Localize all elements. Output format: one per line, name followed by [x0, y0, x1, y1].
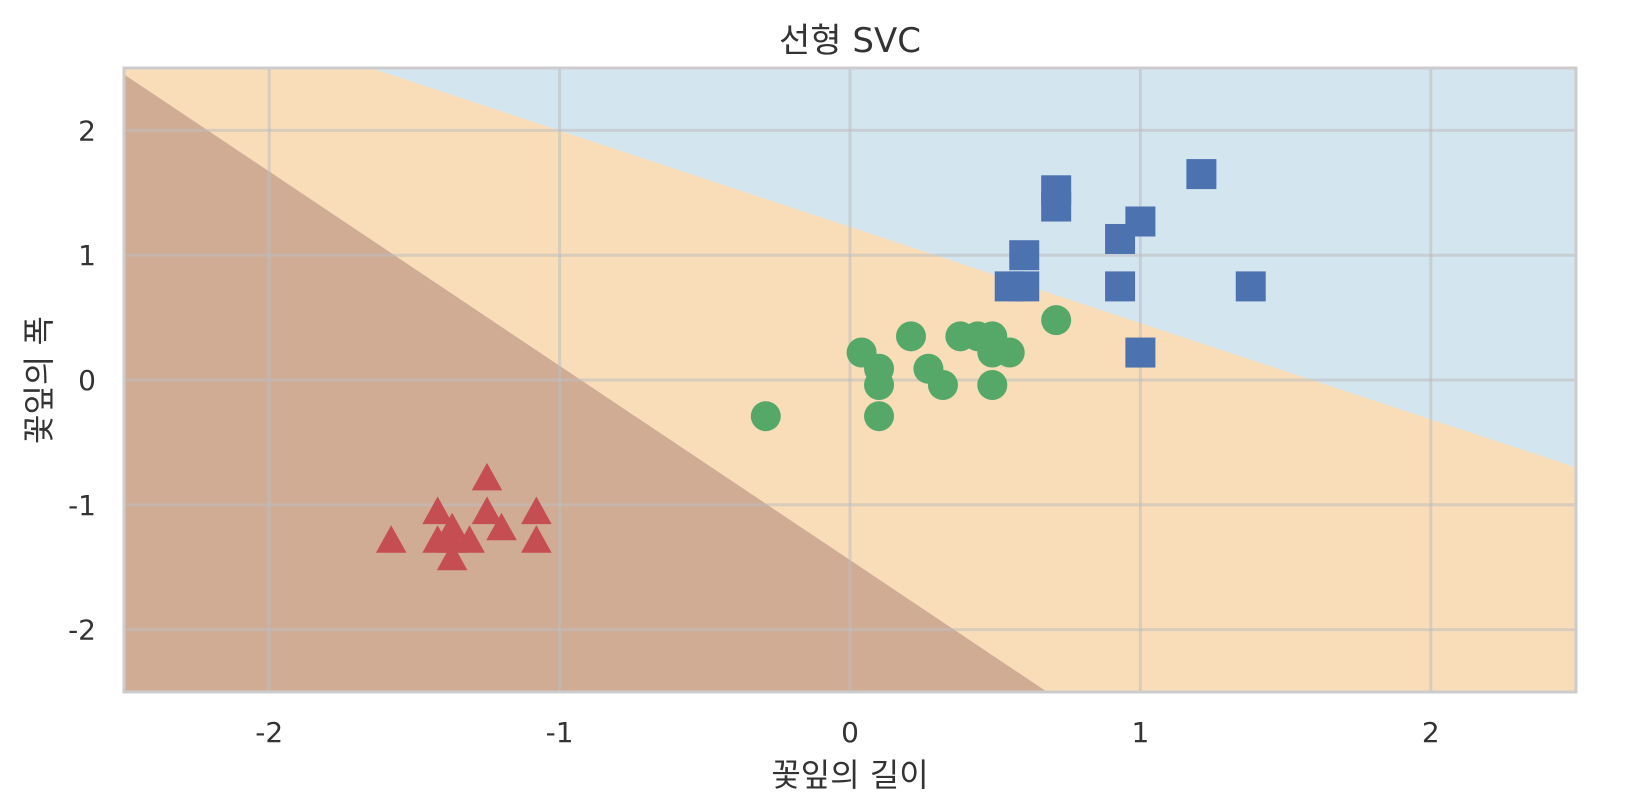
- plot-area: [124, 68, 1576, 692]
- grid: [124, 68, 1576, 692]
- data-point-circle: [1041, 305, 1072, 336]
- x-tick-label: -1: [546, 716, 574, 749]
- data-point-triangle: [454, 525, 485, 553]
- data-point-square: [1186, 159, 1217, 190]
- data-point-square: [1125, 337, 1156, 368]
- data-point-triangle: [436, 542, 468, 571]
- x-tick-label: 1: [1131, 716, 1149, 749]
- data-points: [375, 159, 1266, 571]
- y-tick-label: 2: [78, 114, 96, 147]
- data-point-square: [1105, 271, 1136, 302]
- y-tick-label: -1: [68, 489, 96, 522]
- data-point-triangle: [471, 496, 503, 525]
- data-point-square: [1105, 223, 1136, 254]
- data-point-square: [1009, 240, 1040, 271]
- decision-region-class-2: [370, 68, 1576, 468]
- x-tick-label: 2: [1422, 716, 1440, 749]
- chart-title: 선형 SVC: [779, 21, 921, 61]
- data-point-triangle: [521, 525, 552, 553]
- y-axis-label: 꽃잎의 폭: [20, 316, 58, 444]
- y-tick-label: -2: [68, 614, 96, 647]
- y-tick-label: 1: [78, 239, 96, 272]
- data-point-triangle: [471, 462, 503, 491]
- y-tick-label: 0: [78, 364, 96, 397]
- data-point-triangle: [422, 496, 453, 525]
- x-axis-ticks: -2 -1 0 1 2: [255, 716, 1439, 749]
- data-point-circle: [927, 369, 958, 400]
- x-axis-label: 꽃잎의 길이: [771, 756, 928, 794]
- y-axis-ticks: -2 -1 0 1 2: [68, 114, 96, 646]
- data-point-square: [1009, 271, 1040, 302]
- data-point-triangle: [375, 525, 407, 553]
- plot-frame: [122, 66, 1578, 694]
- data-point-circle: [895, 321, 926, 352]
- data-point-circle: [864, 401, 895, 432]
- x-tick-label: -2: [255, 716, 283, 749]
- data-point-triangle: [521, 496, 552, 525]
- data-point-square: [1041, 191, 1072, 222]
- data-point-circle: [994, 337, 1025, 368]
- data-point-circle: [750, 401, 781, 432]
- data-point-circle: [864, 369, 895, 400]
- data-point-square: [1235, 271, 1266, 302]
- data-point-triangle: [486, 512, 517, 541]
- data-point-circle: [977, 369, 1008, 400]
- x-tick-label: 0: [841, 716, 859, 749]
